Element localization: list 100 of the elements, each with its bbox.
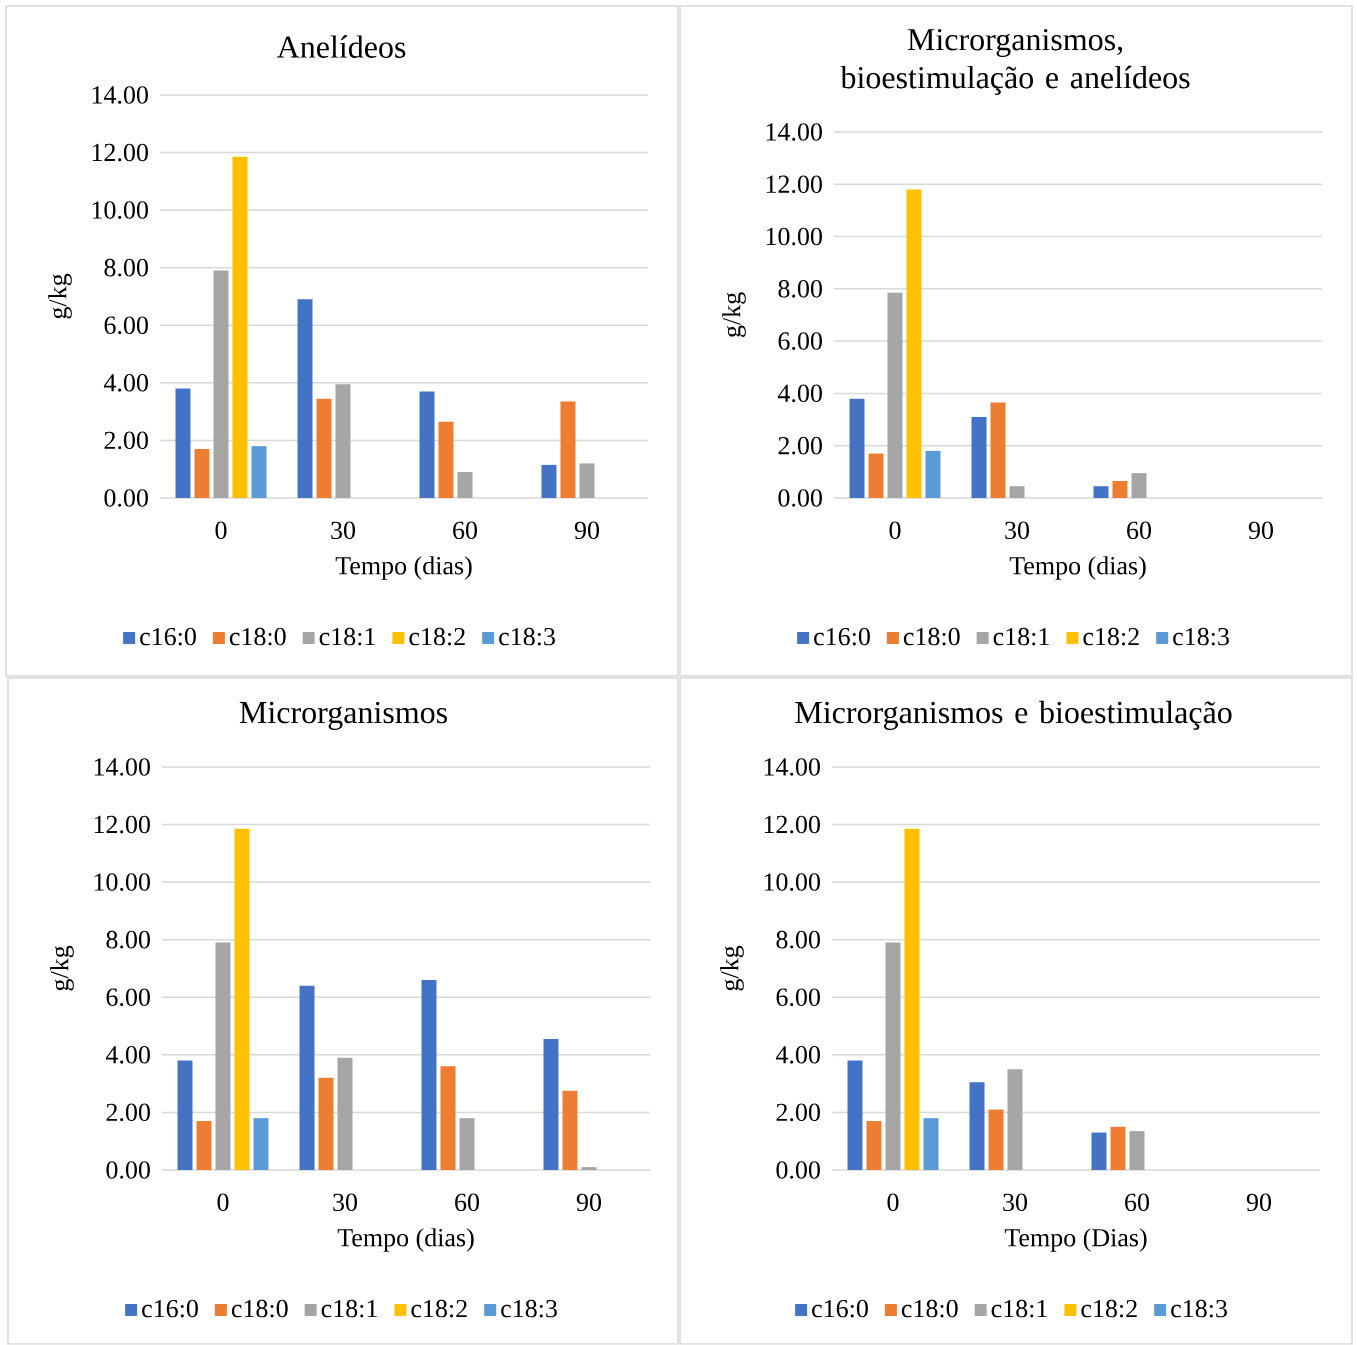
y-tick-label: 10.00 bbox=[92, 201, 148, 220]
bar bbox=[1110, 1126, 1126, 1171]
x-tick-label: 30 bbox=[331, 521, 356, 540]
x-axis-title: Tempo (dias) bbox=[335, 556, 472, 580]
bar bbox=[299, 985, 315, 1171]
legend-label: c18:2 bbox=[409, 627, 465, 646]
y-tick-label: 10.00 bbox=[764, 873, 820, 892]
bar bbox=[1009, 486, 1025, 499]
y-tick-label: 0.00 bbox=[778, 489, 822, 507]
bar bbox=[988, 1109, 1004, 1171]
y-tick-label: 8.00 bbox=[778, 280, 822, 298]
y-tick-label: 2.00 bbox=[778, 437, 822, 455]
y-tick-label: 2.00 bbox=[104, 431, 148, 450]
legend-label: c18:1 bbox=[319, 627, 375, 646]
bar bbox=[581, 1167, 597, 1171]
legend-label: c18:2 bbox=[1083, 627, 1139, 646]
x-tick-label: 90 bbox=[574, 521, 599, 540]
y-tick-label: 4.00 bbox=[777, 384, 822, 403]
x-tick-label: 0 bbox=[887, 1193, 899, 1212]
bar bbox=[419, 391, 435, 499]
y-tick-label: 12.00 bbox=[764, 815, 820, 834]
legend-label: c18:3 bbox=[499, 627, 555, 646]
bar bbox=[847, 1060, 863, 1171]
bar bbox=[969, 1082, 985, 1171]
y-axis-title: g/kg bbox=[720, 945, 744, 991]
bar bbox=[1093, 486, 1109, 499]
x-tick-label: 90 bbox=[576, 1193, 601, 1212]
bar bbox=[335, 384, 351, 499]
bar bbox=[215, 942, 231, 1171]
bar bbox=[560, 401, 576, 499]
bar bbox=[541, 465, 557, 499]
x-tick-label: 60 bbox=[1125, 1193, 1150, 1212]
y-tick-label: 12.00 bbox=[766, 175, 822, 194]
legend-label: c16:0 bbox=[140, 627, 196, 646]
y-tick-label: 8.00 bbox=[776, 931, 820, 949]
legend-label: c16:0 bbox=[814, 627, 870, 646]
x-tick-label: 0 bbox=[215, 521, 227, 540]
x-tick-label: 0 bbox=[889, 521, 901, 540]
bar bbox=[337, 1057, 353, 1171]
y-tick-label: 4.00 bbox=[775, 1046, 820, 1064]
bar bbox=[925, 451, 941, 499]
bar bbox=[440, 1066, 456, 1171]
bar bbox=[923, 1118, 939, 1171]
chart-title: Microrganismos, bioestimulação e anelídeos bbox=[840, 29, 1190, 96]
y-tick-label: 6.00 bbox=[778, 332, 822, 351]
bar bbox=[316, 398, 332, 499]
chart-title: Anelídeos bbox=[276, 35, 406, 59]
x-axis-title: Tempo (Dias) bbox=[1004, 1228, 1147, 1252]
y-tick-label: 6.00 bbox=[776, 988, 820, 1007]
bar bbox=[885, 942, 901, 1171]
bar bbox=[459, 1118, 475, 1171]
y-tick-label: 2.00 bbox=[106, 1103, 150, 1122]
bar bbox=[175, 388, 191, 499]
x-tick-label: 60 bbox=[1127, 521, 1151, 540]
y-tick-label: 4.00 bbox=[103, 374, 148, 392]
y-tick-label: 12.00 bbox=[92, 143, 148, 162]
legend-label: c16:0 bbox=[812, 1299, 868, 1318]
x-axis-title: Tempo (dias) bbox=[1009, 556, 1146, 580]
legend-label: c18:1 bbox=[991, 1299, 1047, 1318]
legend-label: c18:0 bbox=[903, 627, 960, 646]
bar bbox=[194, 449, 210, 499]
legend-label: c18:3 bbox=[1171, 1299, 1227, 1318]
bar bbox=[213, 270, 229, 499]
legend-label: c18:2 bbox=[1081, 1299, 1137, 1318]
y-tick-label: 6.00 bbox=[106, 988, 150, 1007]
bar bbox=[904, 829, 920, 1171]
bar bbox=[579, 463, 595, 499]
legend-label: c18:2 bbox=[411, 1299, 467, 1318]
y-tick-label: 2.00 bbox=[776, 1103, 820, 1122]
y-axis-title: g/kg bbox=[50, 945, 74, 991]
y-tick-label: 0.00 bbox=[104, 489, 148, 507]
bar bbox=[866, 1121, 882, 1171]
x-tick-label: 30 bbox=[1005, 521, 1030, 540]
bar bbox=[990, 402, 1006, 499]
y-tick-label: 4.00 bbox=[105, 1046, 150, 1064]
bar bbox=[177, 1060, 193, 1171]
y-axis-title: g/kg bbox=[722, 292, 746, 338]
y-tick-label: 8.00 bbox=[106, 931, 150, 949]
legend-label: c18:0 bbox=[231, 1299, 288, 1318]
bar bbox=[1091, 1132, 1107, 1171]
chart-title: Microrganismos e bioestimulação bbox=[795, 700, 1232, 731]
y-axis-title: g/kg bbox=[48, 273, 72, 319]
bar bbox=[251, 446, 267, 499]
bar bbox=[1007, 1069, 1023, 1171]
x-tick-label: 90 bbox=[1248, 521, 1273, 540]
bar bbox=[906, 189, 922, 499]
legend-label: c18:1 bbox=[993, 627, 1049, 646]
x-axis-title: Tempo (dias) bbox=[337, 1228, 474, 1252]
bar bbox=[318, 1078, 334, 1171]
y-tick-label: 8.00 bbox=[104, 259, 148, 277]
legend-label: c18:0 bbox=[229, 627, 286, 646]
bar bbox=[887, 292, 903, 499]
y-tick-label: 6.00 bbox=[104, 316, 148, 335]
y-tick-label: 10.00 bbox=[94, 873, 150, 892]
bar bbox=[868, 453, 884, 499]
x-tick-label: 60 bbox=[453, 521, 478, 540]
x-tick-label: 90 bbox=[1246, 1193, 1271, 1212]
legend-label: c16:0 bbox=[142, 1299, 198, 1318]
x-tick-label: 0 bbox=[217, 1193, 229, 1212]
y-tick-label: 10.00 bbox=[766, 227, 822, 246]
